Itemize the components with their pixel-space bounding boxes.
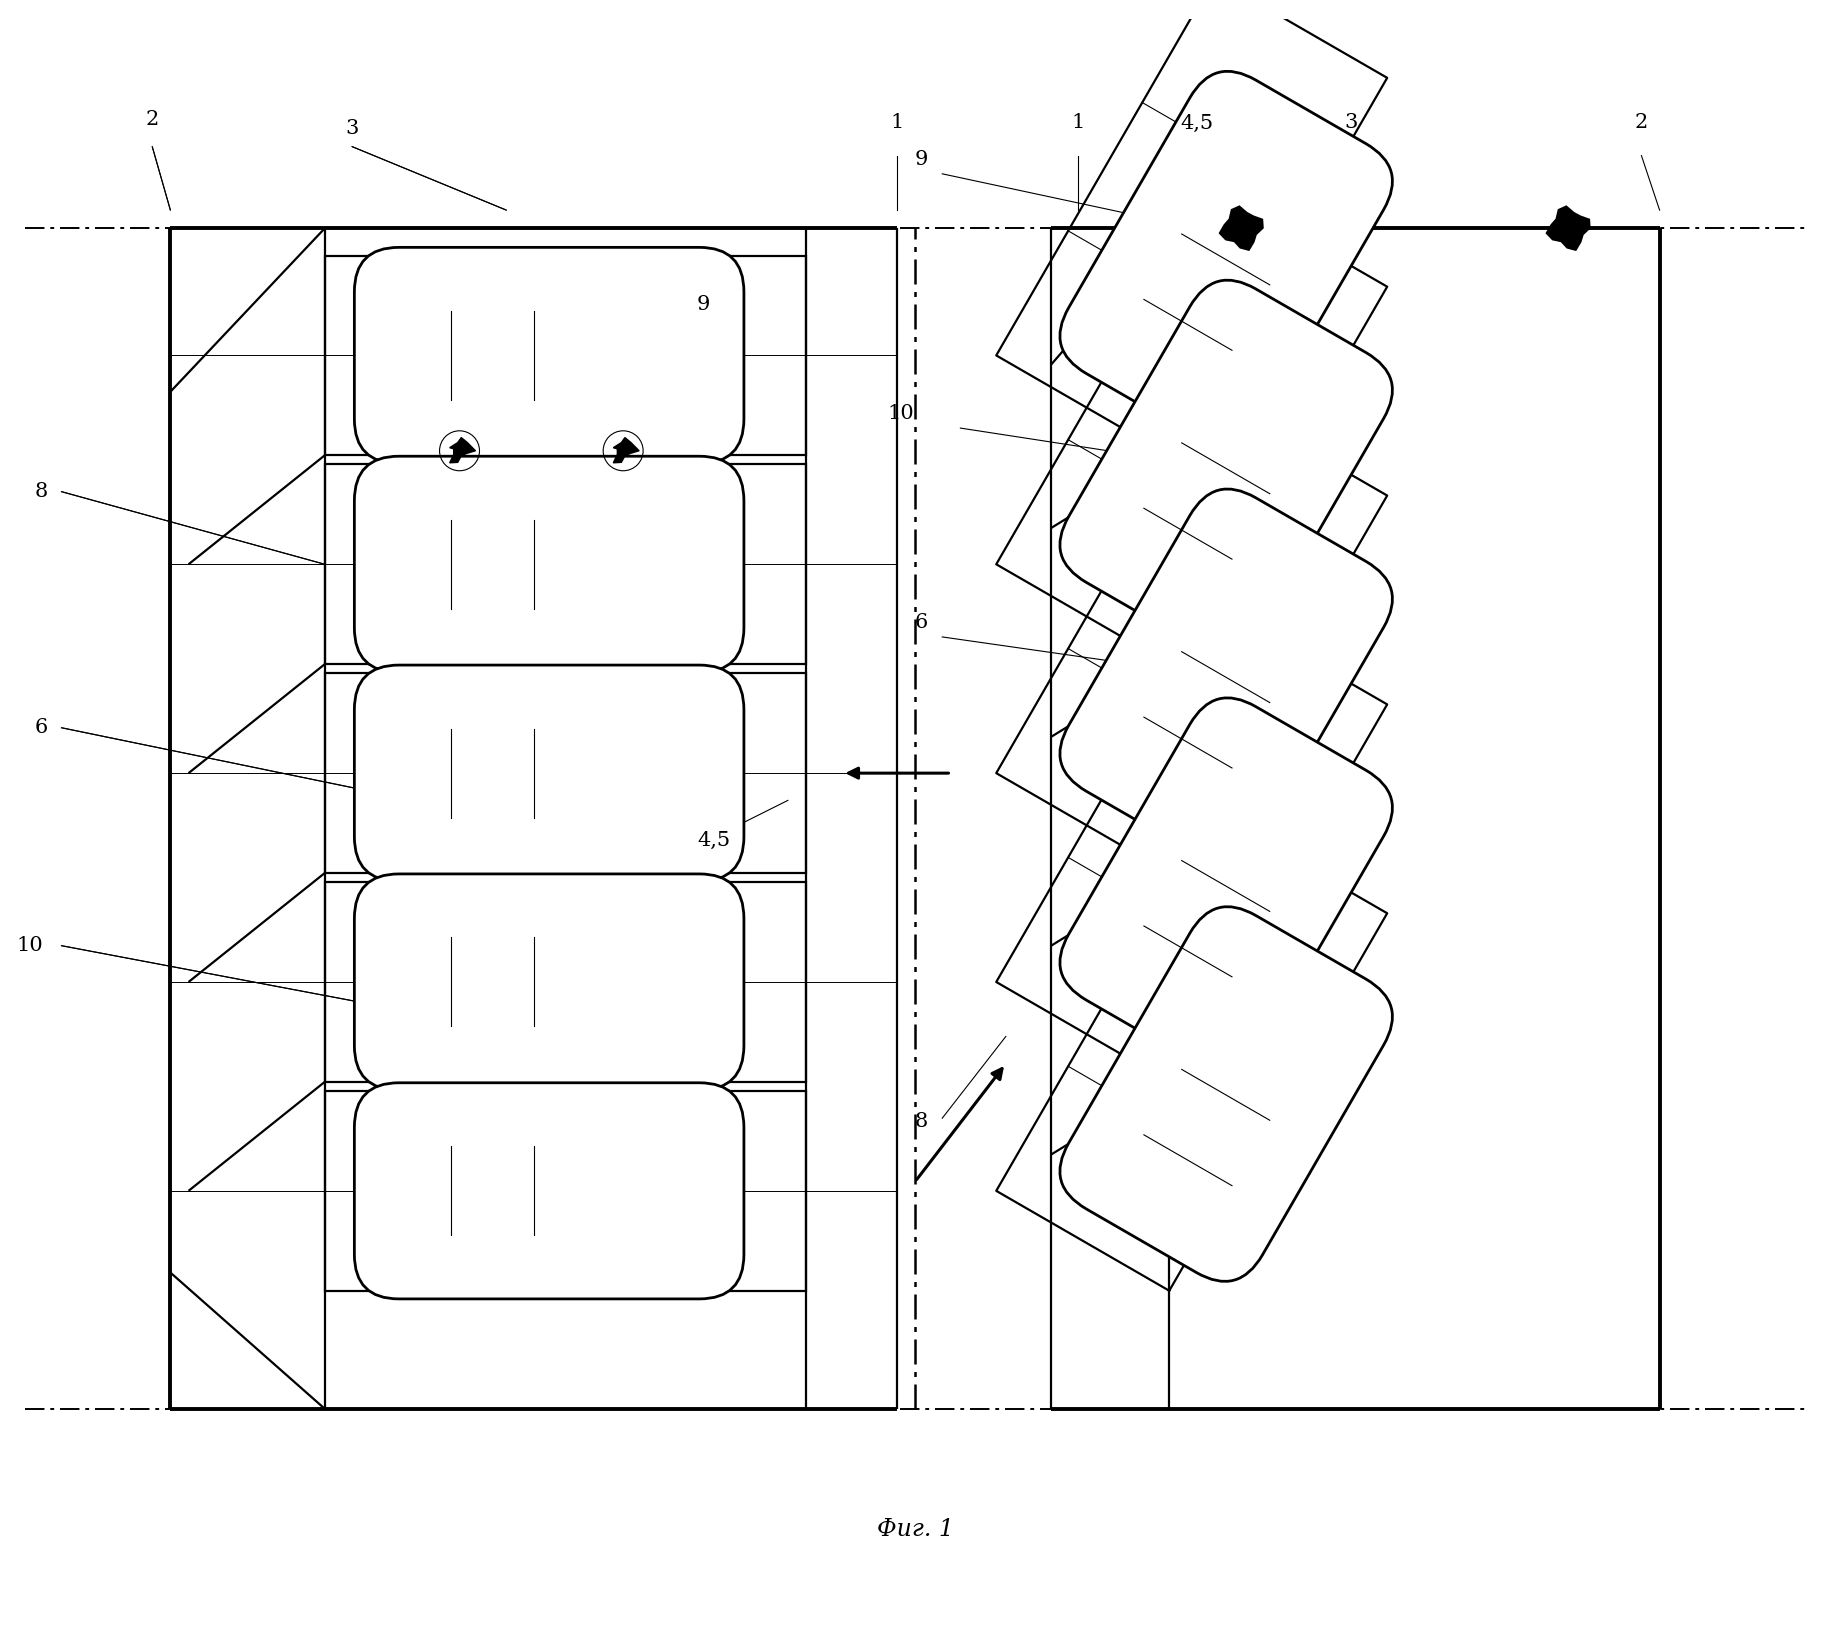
Polygon shape <box>1219 205 1265 251</box>
FancyBboxPatch shape <box>1060 488 1393 864</box>
Text: 8: 8 <box>35 482 48 501</box>
Text: 6: 6 <box>915 612 928 632</box>
Polygon shape <box>613 438 639 462</box>
Text: 3: 3 <box>1345 114 1358 132</box>
FancyBboxPatch shape <box>1060 698 1393 1073</box>
Text: 1: 1 <box>889 114 904 132</box>
Text: 1: 1 <box>1072 114 1085 132</box>
Text: 6: 6 <box>35 718 48 737</box>
FancyBboxPatch shape <box>355 456 745 672</box>
Text: 9: 9 <box>697 295 710 314</box>
FancyBboxPatch shape <box>1060 72 1393 446</box>
FancyBboxPatch shape <box>355 1083 745 1299</box>
Text: 10: 10 <box>16 936 42 956</box>
Text: 2: 2 <box>146 109 159 129</box>
Text: 8: 8 <box>915 1112 928 1131</box>
FancyBboxPatch shape <box>355 247 745 464</box>
Text: 4,5: 4,5 <box>697 830 730 850</box>
FancyBboxPatch shape <box>355 666 745 881</box>
Bar <box>324 1091 805 1291</box>
Text: 10: 10 <box>888 404 915 423</box>
Text: 9: 9 <box>915 150 928 169</box>
FancyBboxPatch shape <box>1060 907 1393 1281</box>
Bar <box>324 256 805 456</box>
FancyBboxPatch shape <box>1060 280 1393 654</box>
Text: 3: 3 <box>346 119 359 138</box>
Text: 2: 2 <box>1634 114 1649 132</box>
Polygon shape <box>1546 205 1590 251</box>
Text: 4,5: 4,5 <box>1180 114 1213 132</box>
Bar <box>324 882 805 1083</box>
Polygon shape <box>450 438 476 462</box>
FancyBboxPatch shape <box>355 874 745 1091</box>
Text: Фиг. 1: Фиг. 1 <box>877 1517 953 1540</box>
Bar <box>324 464 805 664</box>
Bar <box>324 674 805 873</box>
